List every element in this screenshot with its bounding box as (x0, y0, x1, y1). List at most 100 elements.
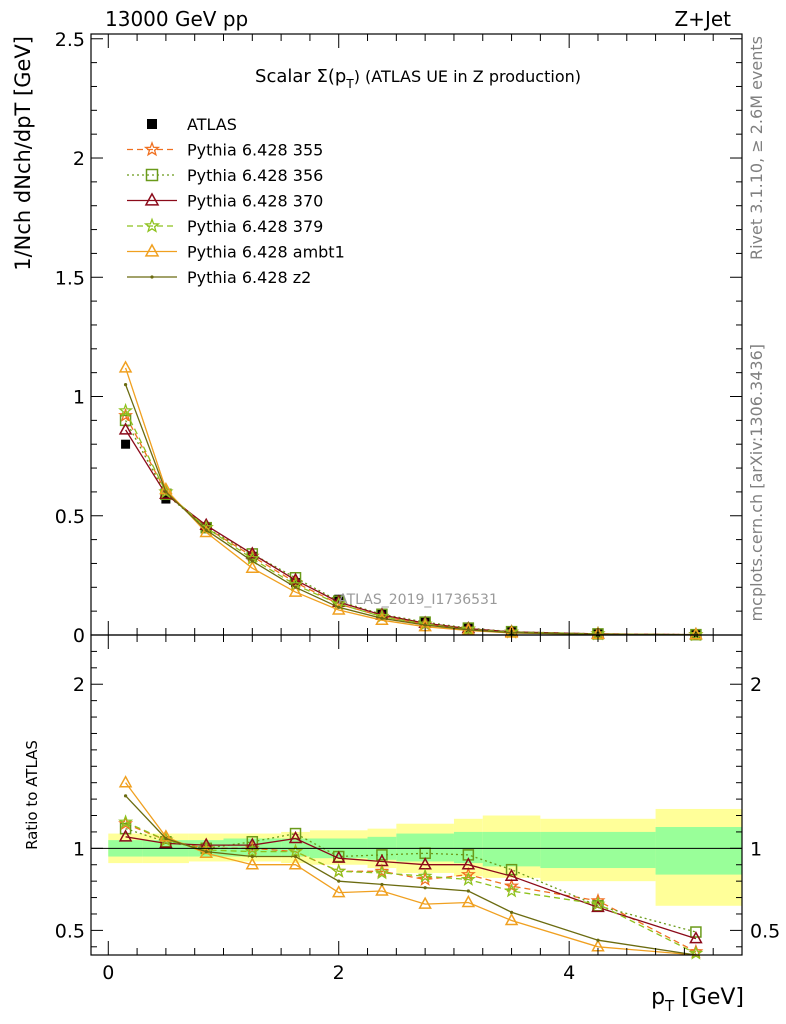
series-1-ratio-point-6 (374, 863, 390, 878)
ratio-y-tick-label-right: 0.5 (750, 920, 780, 942)
x-tick-label: 0 (102, 962, 114, 984)
series-2-ratio-point-0 (119, 822, 132, 835)
series-1-ratio-point-9 (504, 878, 520, 893)
series-6-ratio-point-2 (204, 850, 208, 854)
series-1-ratio-point-7 (417, 871, 433, 886)
series-6-point-1 (164, 490, 168, 494)
series-6-point-2 (204, 528, 208, 532)
legend-label-5: Pythia 6.428 ambt1 (187, 243, 345, 262)
band-inner-11 (655, 827, 742, 875)
x-axis-label-main: p (651, 985, 665, 1010)
band-inner-4 (281, 838, 310, 857)
x-axis-label-tail: [GeV] (674, 985, 744, 1010)
series-6-ratio-point-3 (250, 854, 254, 859)
series-4-ratio-line (125, 821, 697, 954)
series-6-point-6 (380, 616, 384, 620)
series-2-ratio-point-11 (690, 926, 702, 938)
series-6-ratio-point-8 (466, 889, 470, 893)
series-2-ratio-point-6 (376, 849, 388, 861)
header-right: Z+Jet (674, 7, 731, 31)
series-6-ratio-point-7 (423, 886, 427, 890)
series-4-point-0 (118, 402, 134, 418)
series-5-ratio-point-5 (331, 885, 346, 898)
series-3-ratio-point-4 (288, 830, 303, 844)
series-6-line (124, 384, 696, 636)
series-3-ratio-point-3 (245, 837, 260, 850)
y-tick-label: 2.5 (55, 29, 85, 51)
ratio-y-tick-label-right: 1 (750, 838, 762, 860)
series-2-ratio-line (125, 827, 697, 933)
series-5-ratio-line (125, 782, 696, 956)
series-3-line (125, 429, 696, 636)
series-6-point-4 (293, 585, 298, 589)
series-4-point-11 (688, 626, 704, 642)
series-4-ratio-point-6 (374, 864, 390, 880)
chart-title: Scalar Σ(pT) (ATLAS UE in Z production) (255, 66, 581, 91)
legend: ATLAS Pythia 6.428 355 Pythia 6.428 356 Pyt… (127, 115, 345, 287)
series-6-ratio-point-0 (123, 794, 128, 798)
legend-label-0: ATLAS (187, 115, 237, 134)
series-4-ratio-point-4 (288, 843, 303, 859)
series-4-point-8 (460, 621, 476, 636)
series-1-ratio-point-11 (688, 943, 704, 959)
series-4-line (125, 410, 696, 636)
series-3-ratio-point-8 (461, 857, 476, 870)
series-6-point-7 (423, 623, 427, 627)
y-axis-label: 1/Nch dNch/dpT [GeV] (11, 36, 35, 271)
series-3-ratio-point-11 (689, 931, 703, 944)
series-3-ratio-line (125, 836, 697, 940)
ratio-y-tick-label: 0.5 (55, 920, 85, 942)
series-4-ratio-point-8 (460, 871, 476, 886)
x-tick-label: 4 (563, 962, 575, 984)
series-5-ratio-point-6 (375, 883, 389, 896)
series-6-ratio-point-6 (380, 882, 384, 887)
legend-marker-1 (143, 140, 161, 157)
series-1-ratio-line (125, 823, 697, 953)
y-tick-label: 1.5 (55, 267, 85, 289)
ratio-y-axis-label: Ratio to ATLAS (23, 740, 41, 850)
x-axis-label: pT [GeV] (651, 985, 744, 1015)
legend-marker-0 (147, 119, 157, 129)
series-5-ratio-point-9 (504, 912, 519, 926)
legend-marker-4 (143, 217, 161, 233)
series-6-ratio-line (125, 795, 696, 956)
series-5-ratio-point-8 (461, 894, 476, 908)
legend-label-1: Pythia 6.428 355 (187, 141, 323, 160)
chart-title-tail: ) (ATLAS UE in Z production) (354, 67, 581, 86)
series-1-point-0 (118, 407, 134, 422)
series-4-ratio-point-7 (417, 868, 433, 883)
series-5-ratio-point-0 (118, 775, 133, 788)
series-5-ratio-point-7 (418, 896, 432, 909)
series-2-line (125, 420, 696, 636)
ratio-y-tick-label: 1 (73, 838, 85, 860)
legend-marker-2 (145, 168, 159, 182)
series-4-ratio-point-9 (504, 883, 520, 898)
legend-label-4: Pythia 6.428 379 (187, 217, 323, 236)
series-2-ratio-point-9 (505, 863, 518, 876)
series-6-ratio-point-5 (337, 879, 341, 883)
series-3-point-3 (245, 546, 260, 559)
ratio-frame (90, 634, 743, 956)
side-label-top: Rivet 3.1.10, ≥ 2.6M events (747, 36, 766, 260)
series-5-point-5 (331, 602, 346, 615)
series-3-point-4 (288, 572, 303, 585)
series-6-point-5 (337, 605, 341, 609)
y-tick-label: 0.5 (55, 506, 85, 528)
band-inner-9 (482, 831, 541, 867)
series-5-point-11 (689, 627, 703, 640)
y-tick-label: 2 (73, 148, 85, 170)
main-series (118, 360, 704, 642)
series-3-point-0 (118, 422, 133, 435)
series-3-ratio-point-9 (504, 868, 519, 881)
series-3-ratio-point-5 (331, 850, 346, 863)
side-label-bottom: mcplots.cern.ch [arXiv:1306.3436] (747, 344, 766, 621)
series-1-ratio-point-8 (460, 866, 476, 881)
series-4-ratio-point-5 (331, 863, 347, 878)
series-5-ratio-point-4 (288, 857, 303, 870)
series-5-point-3 (245, 560, 260, 573)
series-6-point-0 (123, 382, 128, 387)
watermark: ATLAS_2019_I1736531 (338, 592, 498, 608)
x-tick-label: 2 (333, 962, 345, 984)
series-5-point-4 (288, 584, 303, 597)
series-0-point-0 (121, 439, 131, 449)
